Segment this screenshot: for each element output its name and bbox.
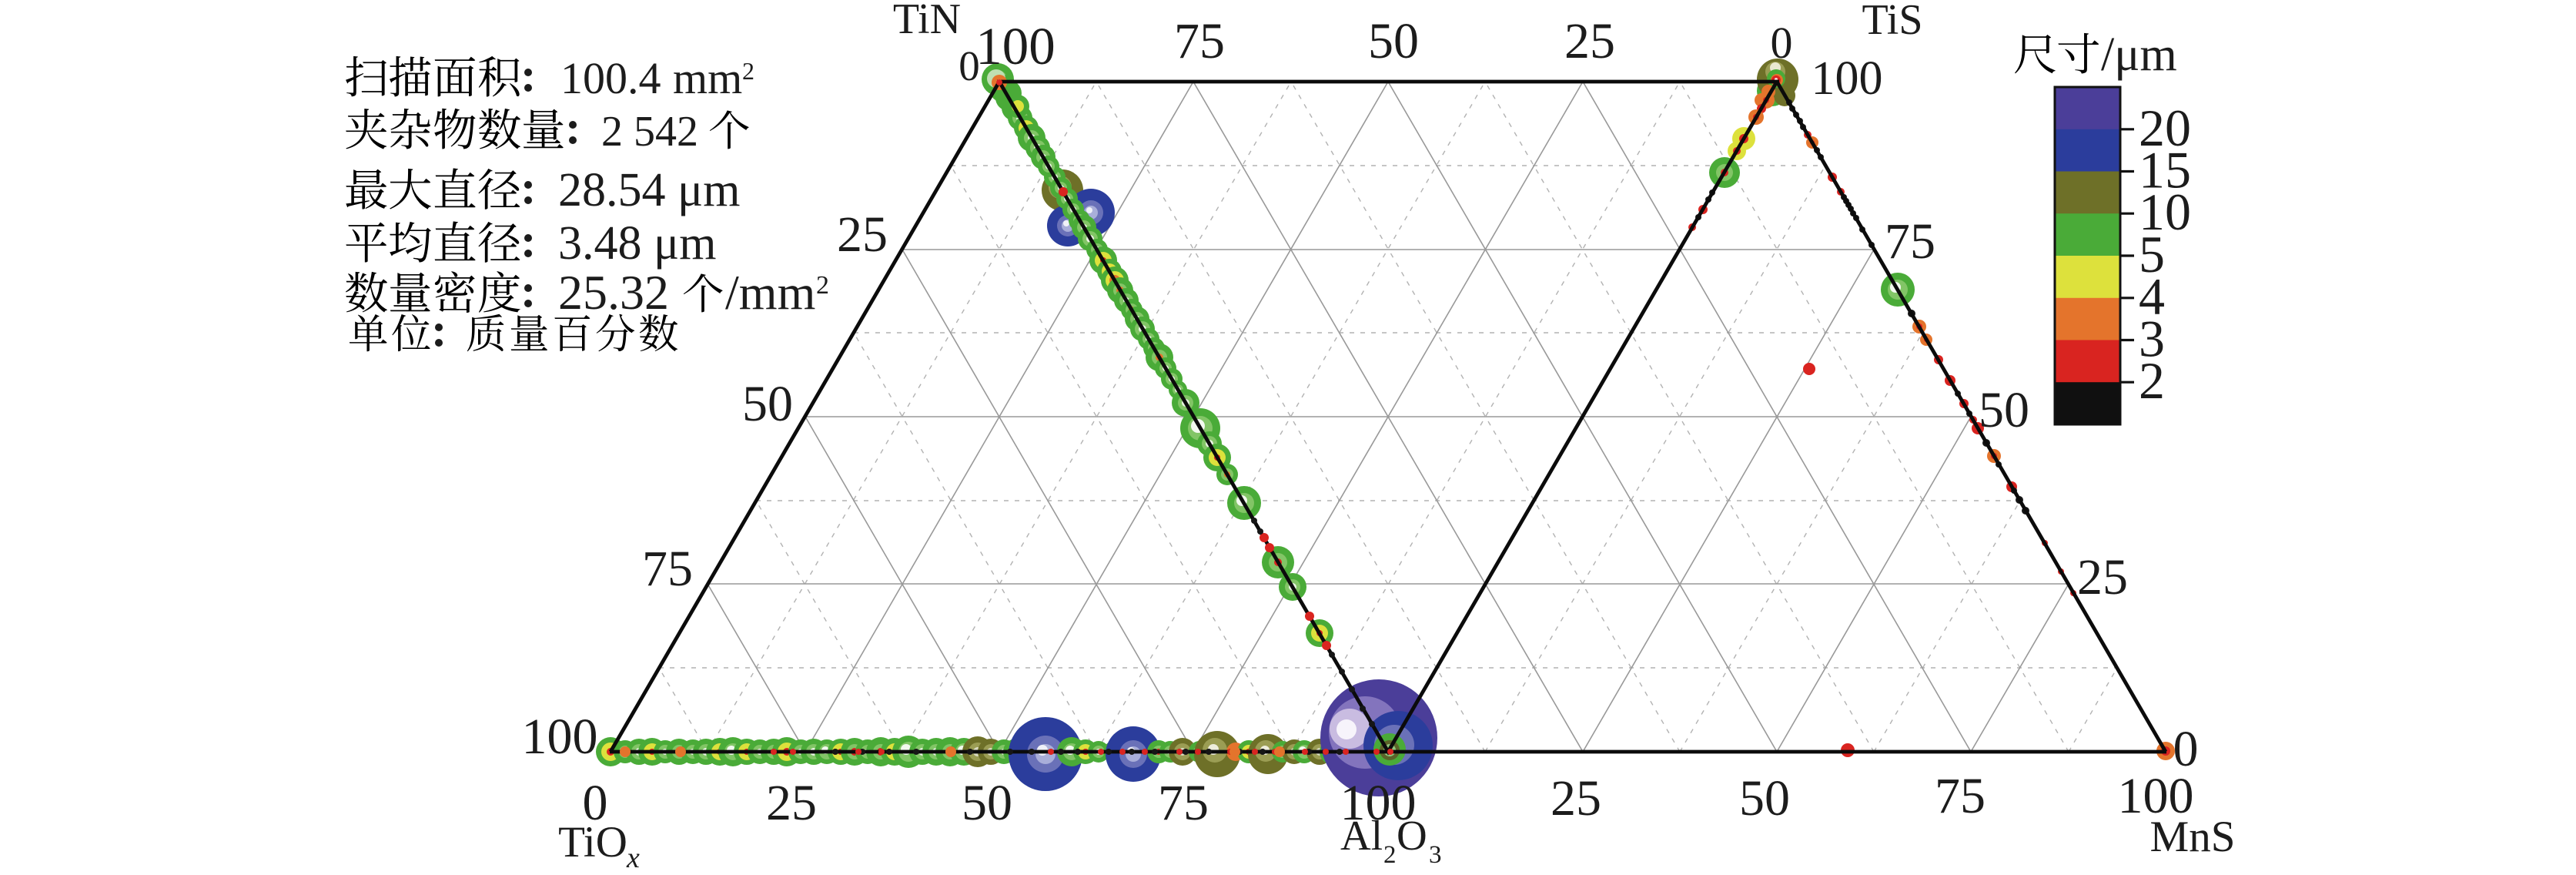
svg-text:TiO: TiO <box>558 818 627 867</box>
svg-text:2: 2 <box>816 271 829 300</box>
svg-text:TiS: TiS <box>1862 0 1923 44</box>
svg-text:28.54 μm: 28.54 μm <box>558 164 740 216</box>
svg-text:mm: mm <box>673 53 742 103</box>
svg-text:75: 75 <box>1174 13 1225 69</box>
svg-text:15: 15 <box>2139 141 2191 199</box>
svg-text:25: 25 <box>766 775 817 831</box>
svg-text:50: 50 <box>1979 382 2029 438</box>
svg-text:4: 4 <box>2139 267 2165 326</box>
svg-text:50: 50 <box>1739 770 1790 826</box>
svg-text:x: x <box>626 842 640 874</box>
svg-text:100: 100 <box>975 17 1055 75</box>
svg-text:25: 25 <box>837 206 888 263</box>
svg-text:50: 50 <box>1368 13 1419 69</box>
svg-text:75: 75 <box>642 541 693 597</box>
svg-text:25.32: 25.32 <box>558 265 669 320</box>
svg-text:100: 100 <box>522 709 598 765</box>
svg-text:5: 5 <box>2139 225 2165 283</box>
svg-text:0: 0 <box>2173 721 2199 777</box>
svg-text:0: 0 <box>1771 18 1793 68</box>
svg-text:75: 75 <box>1158 775 1209 831</box>
svg-text:3: 3 <box>1429 841 1442 869</box>
svg-text:100.4: 100.4 <box>560 53 661 103</box>
svg-text:2: 2 <box>2139 351 2165 410</box>
svg-text:75: 75 <box>1935 768 1986 824</box>
svg-text:0: 0 <box>583 775 608 831</box>
svg-text:25: 25 <box>1564 13 1615 69</box>
svg-text:100: 100 <box>1812 52 1883 105</box>
svg-text:25: 25 <box>2077 549 2128 605</box>
svg-text:3.48 μm: 3.48 μm <box>558 217 716 270</box>
svg-text:0: 0 <box>958 42 980 89</box>
svg-text:2: 2 <box>1383 841 1397 869</box>
svg-text:20: 20 <box>2139 99 2191 157</box>
svg-text:2 542: 2 542 <box>601 108 698 156</box>
svg-text:25: 25 <box>1551 770 1601 826</box>
svg-text:/μm: /μm <box>2101 28 2177 81</box>
svg-text:TiN: TiN <box>893 0 961 43</box>
svg-text:50: 50 <box>742 376 793 432</box>
svg-text:/mm: /mm <box>725 265 815 320</box>
svg-text:3: 3 <box>2139 310 2165 368</box>
svg-text:MnS: MnS <box>2150 813 2236 861</box>
svg-text:Al: Al <box>1340 812 1383 859</box>
svg-text:50: 50 <box>962 775 1012 831</box>
svg-text:100: 100 <box>2118 768 2194 824</box>
svg-text:O: O <box>1397 812 1427 859</box>
svg-text:2: 2 <box>742 57 754 85</box>
svg-text:10: 10 <box>2139 183 2191 241</box>
svg-text:100: 100 <box>1340 775 1417 831</box>
svg-text:75: 75 <box>1885 213 1935 270</box>
